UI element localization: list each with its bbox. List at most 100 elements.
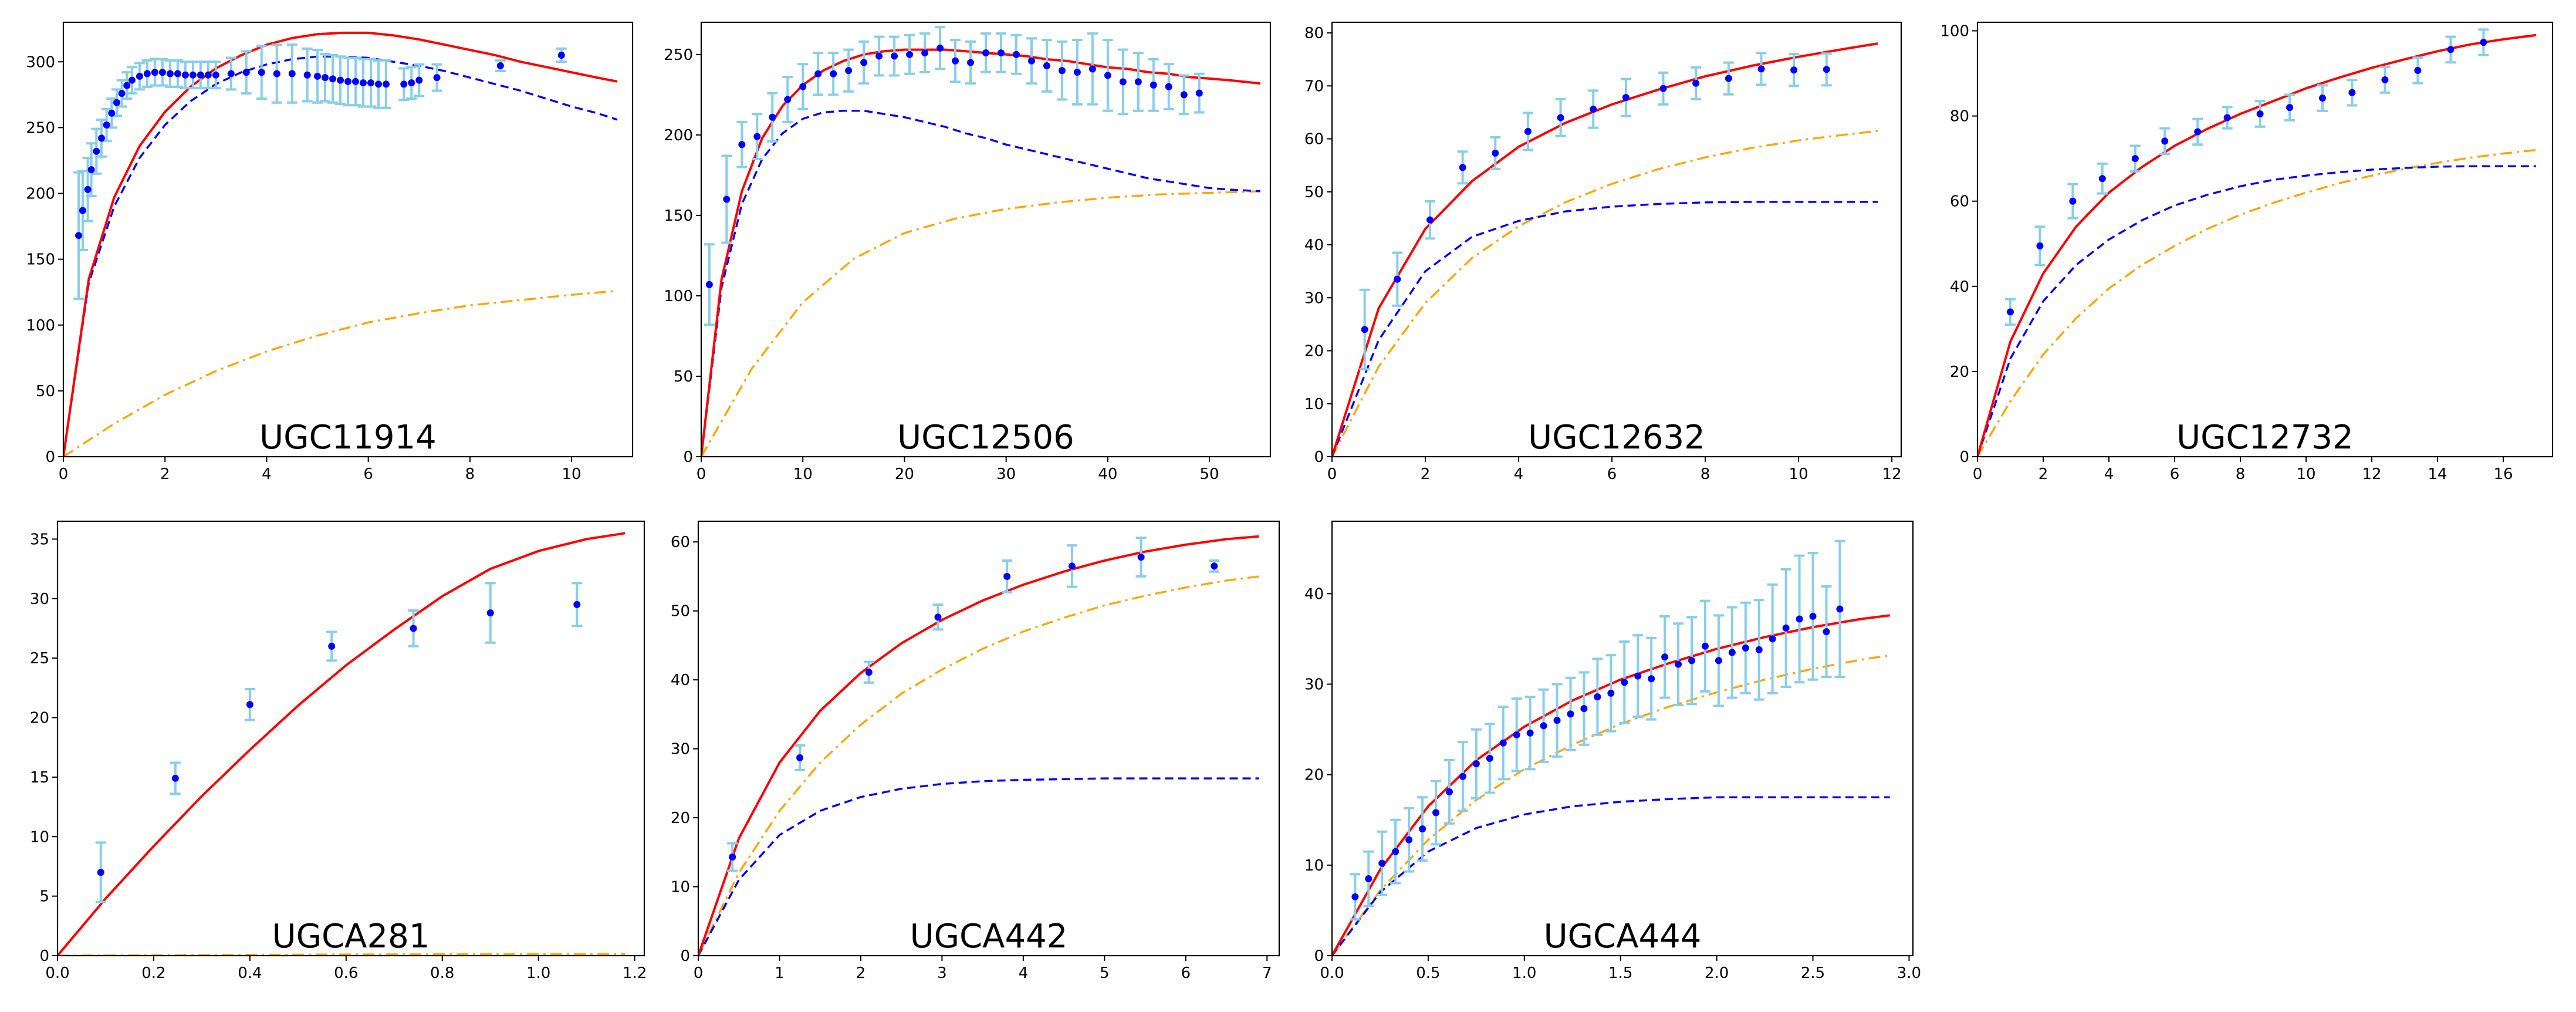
x-tick-label: 4 xyxy=(1514,465,1524,483)
data-point xyxy=(337,76,344,84)
data-point xyxy=(934,613,942,621)
data-point xyxy=(189,71,197,79)
y-tick-label: 50 xyxy=(674,368,693,386)
data-point xyxy=(128,76,136,84)
data-point xyxy=(1405,836,1413,844)
data-point xyxy=(906,50,914,58)
data-point xyxy=(1755,646,1763,653)
data-point xyxy=(151,69,158,76)
x-tick-label: 3 xyxy=(937,964,947,982)
y-tick-label: 250 xyxy=(664,46,693,64)
chart-ugc12632: 0 2 4 6 8 10 12 0 10 20 30 40 50 60 70 80 UGC12632 xyxy=(1304,21,1902,483)
x-tick-label: 6 xyxy=(363,465,373,483)
data-point xyxy=(997,49,1005,57)
x-tick-label: 7 xyxy=(1262,964,1272,982)
data-point xyxy=(118,90,126,97)
chart-ugca442: 0 1 2 3 4 5 6 7 0 10 20 30 40 50 60 UGCA442 xyxy=(671,520,1280,982)
x-tick-label: 1.0 xyxy=(526,964,550,982)
data-point xyxy=(1378,859,1386,867)
data-point xyxy=(2480,39,2487,46)
data-point xyxy=(1782,624,1790,632)
data-point xyxy=(1701,642,1709,650)
baryonic-curve xyxy=(1977,149,2537,457)
y-tick-label: 30 xyxy=(1304,676,1324,694)
data-point xyxy=(1524,127,1532,135)
y-tick-label: 0 xyxy=(45,448,55,466)
y-tick-label: 20 xyxy=(671,809,690,827)
chart-ugc12732: 0 2 4 6 8 10 12 14 16 0 20 40 60 80 100 UGC12732 xyxy=(1940,21,2554,483)
data-point xyxy=(1594,693,1601,701)
chart-panel-ugc11914: 0 2 4 6 8 10 0 50 100 150 200 250 300 UGC11914 xyxy=(16,16,650,486)
x-tick-label: 0.2 xyxy=(141,964,165,982)
data-point xyxy=(1725,75,1732,82)
y-tick-label: 50 xyxy=(1304,184,1324,201)
data-point xyxy=(351,77,359,85)
panel-title: UGCA442 xyxy=(910,917,1068,956)
data-point xyxy=(1365,875,1372,882)
data-point xyxy=(486,609,494,617)
total-fit-curve xyxy=(1332,42,1878,457)
x-tick-label: 2.0 xyxy=(1705,964,1729,982)
y-tick-label: 70 xyxy=(1304,77,1324,95)
data-point xyxy=(1607,689,1615,697)
data-point xyxy=(769,113,776,121)
total-fit-curve xyxy=(63,31,618,457)
dark-matter-curve xyxy=(63,55,618,457)
data-point xyxy=(1622,94,1630,102)
data-point xyxy=(329,75,337,83)
x-tick-label: 2 xyxy=(1421,465,1431,483)
data-point xyxy=(2381,76,2389,83)
data-point xyxy=(1134,78,1142,86)
data-point xyxy=(723,195,731,203)
data-point xyxy=(227,70,235,77)
baryonic-curve xyxy=(63,289,618,457)
data-point xyxy=(1012,50,1020,58)
data-point xyxy=(1796,615,1803,623)
x-tick-label: 12 xyxy=(1882,465,1902,483)
panel-title: UGC11914 xyxy=(259,419,437,457)
y-tick-label: 10 xyxy=(1304,857,1324,875)
data-point xyxy=(814,70,822,77)
data-point xyxy=(158,69,166,76)
data-point xyxy=(328,642,336,650)
y-tick-label: 40 xyxy=(671,672,690,689)
data-point xyxy=(967,59,975,66)
data-point xyxy=(408,79,415,87)
data-point xyxy=(738,141,746,149)
y-tick-label: 15 xyxy=(30,769,49,787)
data-point xyxy=(1073,68,1081,76)
y-tick-label: 30 xyxy=(30,591,49,608)
y-tick-label: 100 xyxy=(664,288,693,305)
data-point xyxy=(2223,114,2231,122)
x-tick-label: 6 xyxy=(1607,465,1617,483)
y-tick-label: 60 xyxy=(1950,193,1969,211)
chart-panel-ugca281: 0.0 0.2 0.4 0.6 0.8 1.0 1.2 0 5 10 15 20 25 30 35 UGCA2… xyxy=(16,515,650,985)
x-tick-label: 40 xyxy=(1098,465,1117,483)
data-point xyxy=(143,70,151,77)
x-tick-label: 4 xyxy=(262,465,272,483)
data-point xyxy=(2414,66,2422,74)
y-tick-label: 0 xyxy=(1314,947,1324,965)
data-point xyxy=(705,281,713,288)
data-point xyxy=(258,69,265,76)
x-tick-label: 8 xyxy=(465,465,475,483)
y-tick-label: 100 xyxy=(26,317,55,335)
data-point xyxy=(2447,46,2455,53)
x-tick-label: 0.4 xyxy=(238,964,262,982)
baryonic-curve xyxy=(1332,130,1878,457)
data-point xyxy=(79,207,86,214)
data-point xyxy=(1043,62,1050,69)
y-tick-label: 20 xyxy=(1304,343,1324,360)
x-tick-label: 10 xyxy=(793,465,813,483)
total-fit-curve xyxy=(1977,33,2537,457)
x-tick-label: 3.0 xyxy=(1897,964,1921,982)
data-point xyxy=(1459,164,1466,171)
data-point xyxy=(344,77,351,85)
dark-matter-curve xyxy=(1332,201,1878,457)
plot-area xyxy=(1332,42,1878,457)
y-tick-label: 20 xyxy=(30,710,49,727)
data-point xyxy=(1648,675,1655,683)
y-tick-label: 300 xyxy=(26,53,55,71)
x-tick-label: 0.0 xyxy=(45,964,69,982)
